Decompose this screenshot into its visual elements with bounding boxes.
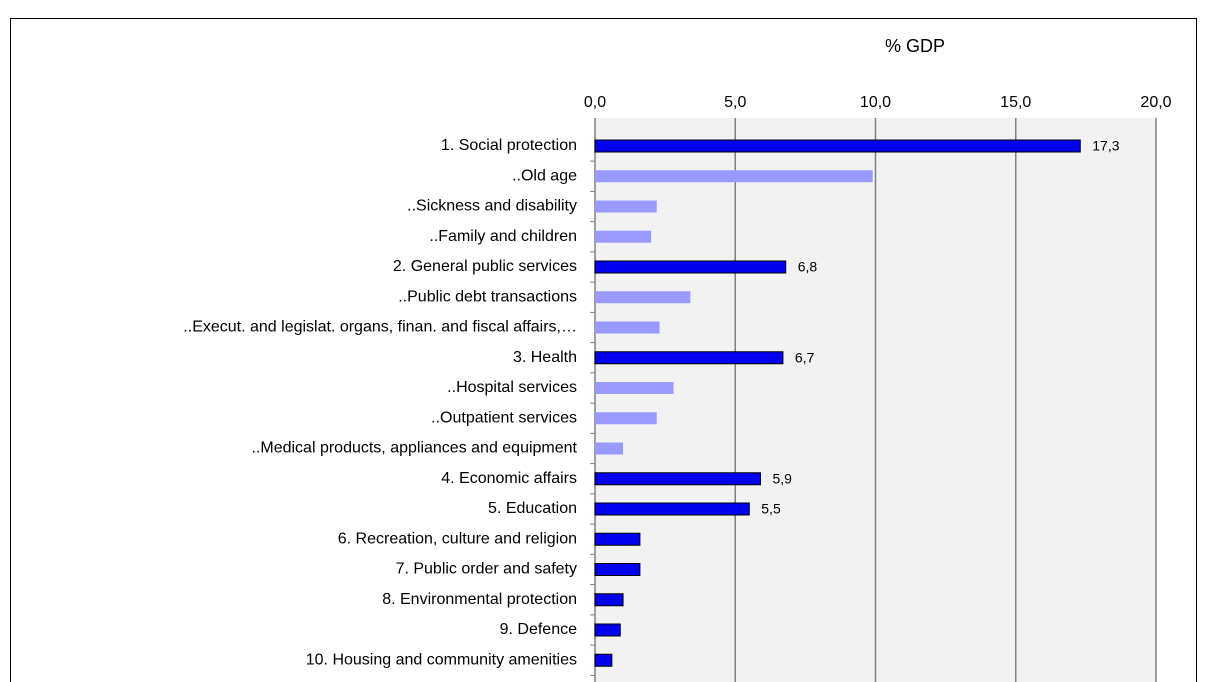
y-tick-label: ..Old age (512, 167, 577, 184)
y-tick-label: ..Hospital services (447, 379, 577, 396)
bar (595, 382, 674, 394)
y-tick-label: 4. Economic affairs (441, 470, 577, 487)
y-tick-label: ..Public debt transactions (398, 288, 577, 305)
bar (594, 593, 624, 607)
value-label: 5,5 (761, 501, 781, 517)
y-tick-label: 3. Health (513, 349, 577, 366)
value-label: 5,9 (772, 470, 792, 486)
y-tick-label: ..Family and children (429, 228, 577, 245)
y-tick-label: ..Execut. and legislat. organs, finan. a… (183, 319, 577, 336)
bar (594, 351, 784, 365)
bar (595, 230, 652, 243)
bar (595, 200, 657, 213)
bar (594, 563, 641, 576)
x-tick-label: 5,0 (724, 94, 746, 111)
y-tick-label: ..Sickness and disability (407, 198, 577, 215)
x-tick-label: 20,0 (1140, 94, 1171, 111)
bar (594, 653, 613, 667)
x-tick-label: 15,0 (1000, 94, 1031, 111)
bar (595, 170, 873, 183)
y-tick-label: 10. Housing and community amenities (306, 651, 577, 668)
value-label: 6,7 (795, 349, 815, 365)
bar (594, 139, 1081, 153)
axis-label: % GDP (885, 36, 945, 56)
bar (595, 442, 624, 455)
y-tick-label: 6. Recreation, culture and religion (338, 530, 577, 547)
bar (595, 291, 691, 304)
y-tick-label: 9. Defence (500, 621, 577, 638)
y-tick-label: 7. Public order and safety (396, 561, 577, 578)
y-tick-label: ..Outpatient services (431, 409, 577, 426)
bar (594, 472, 761, 486)
value-label: 6,8 (798, 259, 818, 275)
bar (594, 502, 750, 516)
x-tick-label: 0,0 (584, 94, 606, 111)
bar (594, 532, 641, 546)
bar (594, 260, 787, 274)
value-label: 17,3 (1092, 138, 1119, 154)
y-tick-label: ..Medical products, appliances and equip… (251, 440, 577, 457)
y-tick-label: 8. Environmental protection (382, 591, 577, 608)
y-tick-label: 5. Education (488, 500, 577, 517)
chart-border (10, 18, 1197, 682)
bar (595, 412, 657, 425)
y-tick-label: 2. General public services (393, 258, 577, 275)
x-tick-label: 10,0 (860, 94, 891, 111)
bar (595, 321, 660, 334)
y-tick-label: 1. Social protection (441, 137, 577, 154)
bar (594, 623, 621, 637)
